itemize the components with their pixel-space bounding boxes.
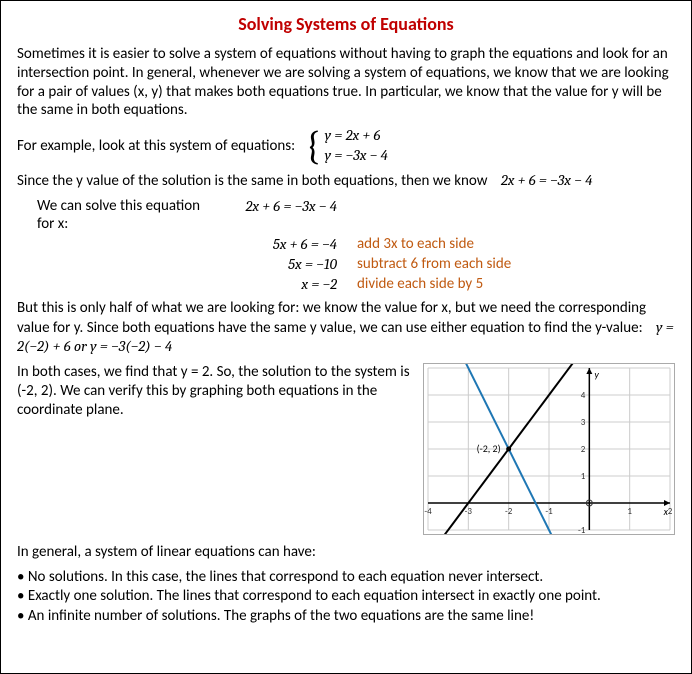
half-text: But this is only half of what we are loo…	[17, 299, 646, 337]
svg-text:3: 3	[581, 417, 586, 428]
svg-text:2: 2	[668, 506, 673, 517]
svg-text:-1: -1	[578, 525, 586, 535]
solve-label: We can solve this equation for x:	[37, 197, 217, 233]
svg-text:-4: -4	[424, 506, 432, 517]
since-line: Since the y value of the solution is the…	[17, 171, 675, 191]
svg-text:y: y	[594, 368, 599, 381]
bullet-item-1: Exactly one solution. The lines that cor…	[17, 587, 675, 607]
example-label: For example, look at this system of equa…	[17, 137, 295, 155]
brace-icon: {	[305, 127, 320, 165]
intro-paragraph: Sometimes it is easier to solve a system…	[17, 45, 675, 120]
coordinate-graph: -4-3-2-112-11234xy(-2, 2)	[423, 363, 675, 535]
system-of-equations: { y = 2x + 6 y = −3x − 4	[305, 126, 388, 165]
example-row: For example, look at this system of equa…	[17, 126, 675, 165]
step-eq-2: 5x = −10	[217, 255, 357, 273]
verify-row: In both cases, we find that y = 2. So, t…	[17, 363, 675, 535]
svg-text:(-2, 2): (-2, 2)	[477, 442, 501, 455]
document-page: Solving Systems of Equations Sometimes i…	[0, 0, 692, 674]
half-paragraph: But this is only half of what we are loo…	[17, 299, 675, 357]
system-eq2: y = −3x − 4	[325, 146, 388, 166]
svg-text:-2: -2	[505, 506, 513, 517]
bullet-item-0: No solutions. In this case, the lines th…	[17, 568, 675, 588]
step-note-2: subtract 6 from each side	[357, 255, 577, 273]
step-note-3: divide each side by 5	[357, 275, 577, 293]
step-note-0	[357, 197, 577, 233]
step-eq-0: 2x + 6 = −3x − 4	[217, 197, 357, 233]
svg-text:1: 1	[627, 506, 632, 517]
verify-text: In both cases, we find that y = 2. So, t…	[17, 363, 411, 419]
system-eq1: y = 2x + 6	[325, 126, 388, 146]
bullet-list: No solutions. In this case, the lines th…	[17, 568, 675, 627]
svg-text:4: 4	[581, 390, 586, 401]
solve-steps: We can solve this equation for x: 2x + 6…	[37, 197, 675, 293]
step-eq-3: x = −2	[217, 275, 357, 293]
general-label: In general, a system of linear equations…	[17, 543, 675, 562]
step-eq-1: 5x + 6 = −4	[217, 235, 357, 253]
since-eq: 2x + 6 = −3x − 4	[501, 171, 593, 189]
svg-text:2: 2	[581, 444, 586, 455]
since-text: Since the y value of the solution is the…	[17, 172, 487, 190]
svg-text:1: 1	[581, 471, 586, 482]
svg-text:x: x	[663, 505, 669, 518]
bullet-item-2: An infinite number of solutions. The gra…	[17, 607, 675, 627]
page-title: Solving Systems of Equations	[17, 13, 675, 35]
svg-text:-1: -1	[545, 506, 553, 517]
step-note-1: add 3x to each side	[357, 235, 577, 253]
